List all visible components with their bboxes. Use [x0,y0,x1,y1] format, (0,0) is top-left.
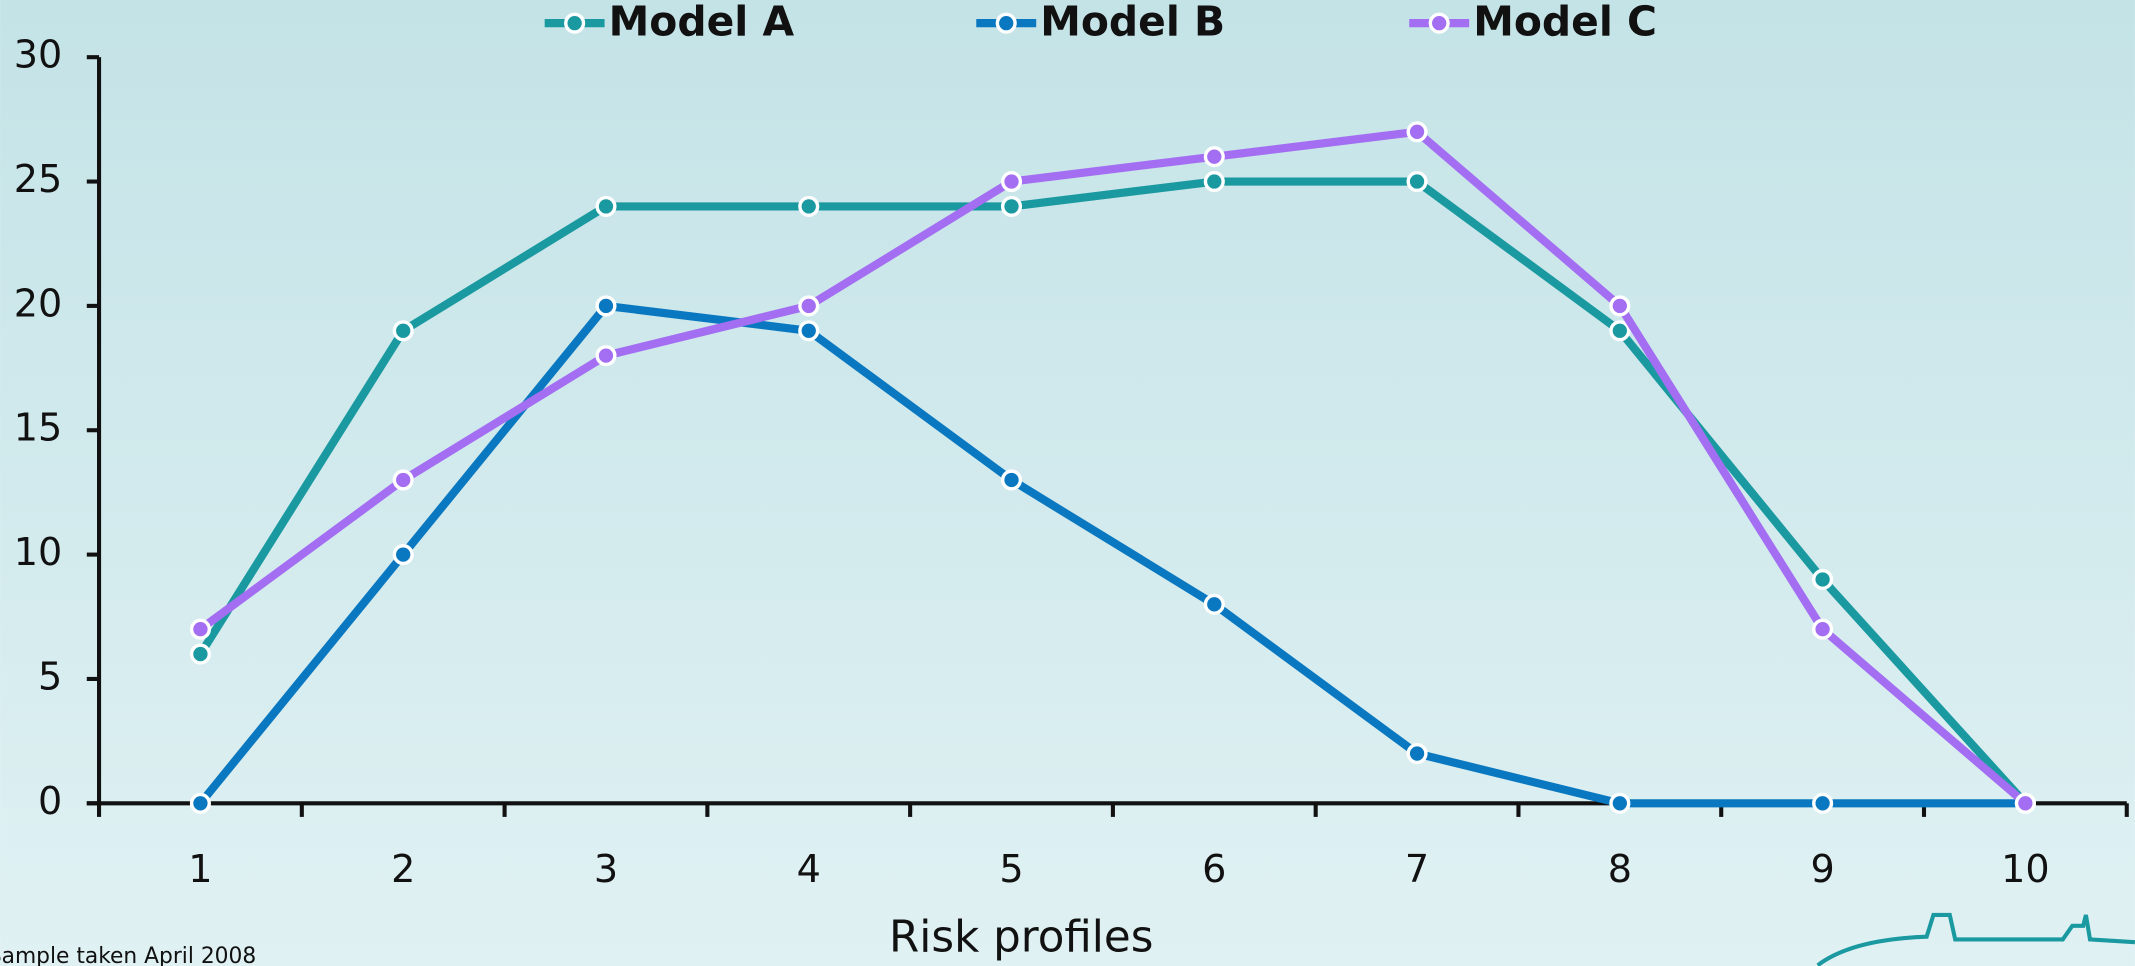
data-point [192,620,210,638]
legend-marker [997,14,1015,32]
data-point [1205,173,1223,191]
legend-label: Model A [609,0,795,46]
x-tick-label: 7 [1405,847,1429,891]
legend-label: Model B [1040,0,1225,46]
data-point [192,645,210,663]
x-tick-label: 9 [1810,847,1834,891]
x-tick-label: 4 [797,847,821,891]
data-point [394,546,412,564]
x-tick-label: 2 [391,847,415,891]
y-tick-label: 0 [38,779,62,823]
data-point [394,471,412,489]
x-tick-label: 5 [999,847,1023,891]
data-point [1003,173,1021,191]
data-point [1205,148,1223,166]
data-point [800,297,818,315]
legend-label: Model C [1473,0,1657,46]
y-tick-label: 10 [14,530,63,574]
y-tick-label: 25 [14,157,63,201]
x-tick-label: 6 [1202,847,1226,891]
page: Risk profiles Sample taken April 2008 0 5… [0,0,2135,966]
x-tick-label: 8 [1608,847,1632,891]
data-point [1814,794,1832,812]
x-tick-label: 1 [188,847,212,891]
data-point [1814,620,1832,638]
data-point [192,794,210,812]
data-point [597,198,615,216]
legend-marker [1430,14,1448,32]
data-point [1611,322,1629,340]
data-point [2017,794,2035,812]
data-point [1611,297,1629,315]
data-point [1003,471,1021,489]
x-tick-label: 3 [594,847,618,891]
data-point [1408,123,1426,141]
footnote: Sample taken April 2008 [0,944,256,966]
data-point [800,198,818,216]
y-tick-label: 5 [38,654,62,698]
data-point [800,322,818,340]
data-point [597,297,615,315]
data-point [394,322,412,340]
data-point [1408,745,1426,763]
y-tick-label: 20 [14,281,63,325]
background [0,0,2135,966]
y-tick-label: 30 [14,33,63,77]
x-axis-title: Risk profiles [889,912,1153,962]
data-point [1814,571,1832,589]
x-tick-label: 10 [2001,847,2050,891]
data-point [1611,794,1629,812]
data-point [1003,198,1021,216]
chart: Risk profiles Sample taken April 2008 0 5… [0,0,2135,966]
data-point [1408,173,1426,191]
data-point [1205,595,1223,613]
y-tick-label: 15 [14,406,63,450]
data-point [597,347,615,365]
legend-marker [566,14,584,32]
